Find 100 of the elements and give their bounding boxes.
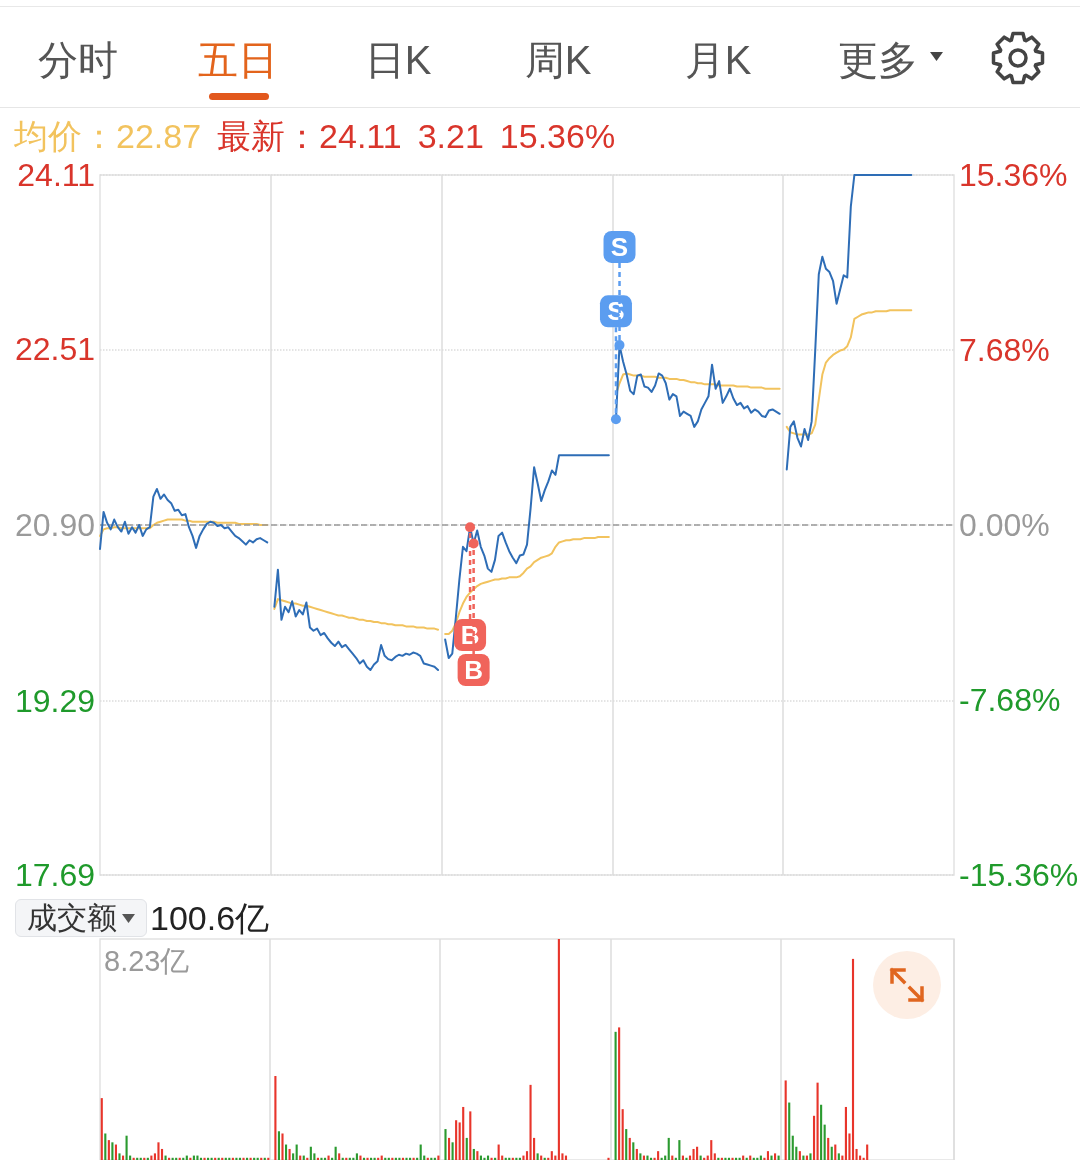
bar xyxy=(338,1153,341,1160)
text: 日K xyxy=(364,38,432,82)
bar xyxy=(281,1133,284,1160)
bar xyxy=(550,1151,553,1160)
bar xyxy=(100,1098,103,1160)
bar xyxy=(696,1146,699,1160)
bar xyxy=(203,1157,206,1160)
bar xyxy=(196,1155,199,1160)
bar xyxy=(614,1031,617,1160)
bar xyxy=(844,1106,847,1160)
bar xyxy=(798,1151,801,1160)
bar xyxy=(451,1142,454,1160)
y-tick-label: 19.29 xyxy=(14,682,95,719)
text: 分时 xyxy=(38,38,118,82)
text: 均价：22.87 xyxy=(14,117,202,155)
bar xyxy=(809,1153,812,1160)
y2-tick-label: 0.00% xyxy=(959,507,1050,543)
bar xyxy=(157,1142,160,1160)
y-tick-label: 20.90 xyxy=(14,507,95,543)
bar xyxy=(455,1120,458,1160)
bar xyxy=(678,1140,681,1160)
bar xyxy=(724,1157,727,1160)
bar xyxy=(497,1144,500,1160)
text: 更多 xyxy=(838,38,918,82)
bar xyxy=(816,1082,819,1160)
bar xyxy=(164,1155,167,1160)
text: 月K xyxy=(684,38,752,82)
bar xyxy=(766,1151,770,1160)
bar xyxy=(770,1155,773,1160)
bar xyxy=(646,1155,649,1160)
bar xyxy=(851,958,855,1160)
bar xyxy=(465,1137,468,1160)
bar xyxy=(635,1148,638,1160)
bar xyxy=(522,1155,525,1160)
bar xyxy=(812,1115,816,1160)
bar xyxy=(823,1124,826,1160)
y-tick-label: 17.69 xyxy=(14,857,95,893)
bar xyxy=(713,1153,716,1160)
bar xyxy=(784,1080,787,1160)
annotation: 8.23亿 xyxy=(104,944,190,977)
bar xyxy=(731,1157,734,1160)
bar xyxy=(469,1111,472,1160)
bar xyxy=(447,1137,451,1160)
bar xyxy=(529,1084,532,1160)
bar xyxy=(607,1157,610,1160)
bar xyxy=(837,1153,840,1160)
bar xyxy=(327,1155,330,1160)
bar xyxy=(621,1109,624,1160)
bar xyxy=(419,1144,422,1160)
bar xyxy=(295,1144,298,1160)
bar xyxy=(667,1137,670,1160)
bar xyxy=(618,1027,621,1160)
bar xyxy=(320,1157,323,1160)
bar xyxy=(866,1144,869,1160)
bar xyxy=(657,1151,660,1160)
bar xyxy=(359,1155,362,1160)
bar xyxy=(118,1153,121,1160)
y-tick-label: 22.51 xyxy=(14,331,95,368)
bar xyxy=(483,1157,486,1160)
bar xyxy=(107,1140,110,1160)
bar xyxy=(405,1157,408,1160)
y2-tick-label: 7.68% xyxy=(959,332,1050,368)
bar xyxy=(625,1129,628,1160)
bar xyxy=(292,1153,295,1160)
bar xyxy=(104,1133,107,1160)
bar xyxy=(444,1129,447,1160)
bar xyxy=(472,1148,475,1160)
y-tick-label: 24.11 xyxy=(17,157,95,193)
y2-tick-label: -7.68% xyxy=(959,682,1061,718)
bar xyxy=(628,1137,631,1160)
bar xyxy=(827,1137,830,1160)
y2-tick-label: -15.36% xyxy=(959,857,1079,893)
bar xyxy=(125,1135,128,1160)
bar xyxy=(834,1144,837,1160)
bar xyxy=(284,1144,288,1160)
series-label: B xyxy=(464,655,484,686)
text: B xyxy=(460,620,480,651)
text: 五日 xyxy=(198,38,278,82)
bar xyxy=(632,1142,635,1160)
bar xyxy=(277,1131,281,1160)
text: 15.36% xyxy=(499,117,616,155)
bar xyxy=(355,1153,358,1160)
series-label: S xyxy=(610,231,629,262)
text: 100.6亿 xyxy=(150,899,270,937)
y2-tick-label: 15.36% xyxy=(959,157,1068,193)
bar xyxy=(242,1157,245,1160)
text: 最新：24.11 xyxy=(217,117,402,155)
bar xyxy=(309,1146,312,1160)
bar xyxy=(334,1146,337,1160)
bar xyxy=(462,1106,465,1160)
bar xyxy=(114,1144,118,1160)
bar xyxy=(557,939,560,1160)
bar xyxy=(685,1157,688,1160)
bar xyxy=(788,1102,791,1160)
bar xyxy=(773,1153,777,1160)
bar xyxy=(791,1135,794,1160)
bar xyxy=(476,1151,479,1160)
bar xyxy=(692,1148,695,1160)
bar xyxy=(274,1076,277,1160)
text: 3.21 xyxy=(417,117,484,155)
